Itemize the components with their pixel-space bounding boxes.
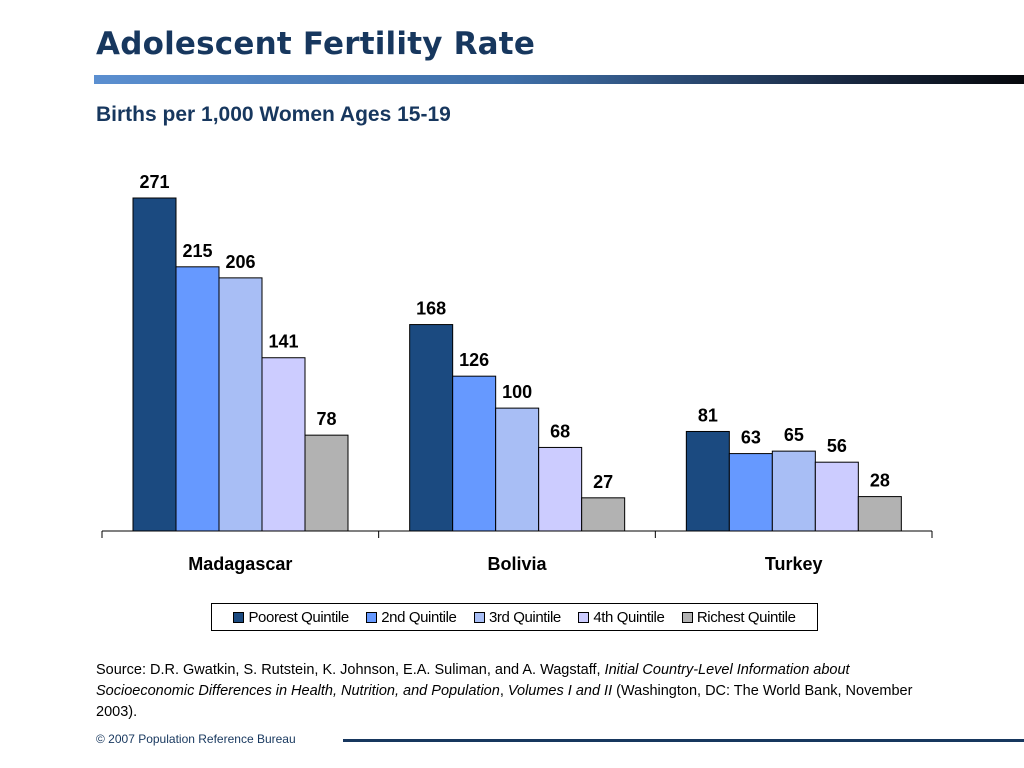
footer-divider [343, 739, 1024, 742]
legend-swatch [366, 611, 378, 623]
bar-turkey-2nd-quintile [728, 453, 773, 532]
bar-bolivia-4th-quintile [538, 446, 583, 532]
bar-turkey-poorest-quintile [685, 430, 730, 532]
legend-item-3rd-quintile: 3rd Quintile [473, 608, 561, 626]
bar-madagascar-2nd-quintile [175, 266, 220, 532]
bars-group [132, 197, 902, 532]
data-label-bolivia-poorest-quintile: 168 [416, 299, 446, 319]
source-title: Initial Country-Level Information about … [96, 662, 850, 699]
legend-label: 4th Quintile [593, 608, 665, 626]
data-label-turkey-3rd-quintile: 65 [784, 425, 804, 445]
bar-turkey-3rd-quintile [771, 450, 816, 532]
data-label-madagascar-richest-quintile: 78 [316, 409, 336, 429]
data-label-bolivia-3rd-quintile: 100 [502, 382, 532, 402]
title-divider [94, 75, 1024, 84]
data-label-turkey-4th-quintile: 56 [827, 436, 847, 456]
legend-label: Poorest Quintile [248, 608, 349, 626]
legend-item-4th-quintile: 4th Quintile [578, 608, 665, 626]
data-label-bolivia-2nd-quintile: 126 [459, 350, 489, 370]
bar-bolivia-poorest-quintile [409, 324, 454, 532]
legend-swatch [578, 611, 590, 623]
x-axis [101, 530, 933, 538]
slide-title: Adolescent Fertility Rate [96, 26, 536, 62]
legend-label: 3rd Quintile [488, 608, 561, 626]
bar-bolivia-3rd-quintile [495, 407, 540, 532]
source-suffix: (Washington, DC: The World Bank, Novembe… [96, 683, 913, 720]
source-volumes: Volumes I and II [507, 683, 613, 699]
bar-turkey-richest-quintile [857, 496, 902, 532]
data-label-turkey-2nd-quintile: 63 [741, 428, 761, 448]
legend-item-poorest-quintile: Poorest Quintile [233, 608, 349, 626]
value-labels-group: 271 215 206 141 78 168 126 100 68 27 81 63 65 56 28 [139, 172, 889, 492]
legend-label: Richest Quintile [696, 608, 796, 626]
source-citation: Source: D.R. Gwatkin, S. Rutstein, K. Jo… [96, 660, 946, 723]
category-labels-group: Madagascar Bolivia Turkey [188, 554, 822, 574]
legend-swatch [681, 611, 693, 623]
bar-madagascar-richest-quintile [304, 434, 349, 532]
bar-turkey-4th-quintile [814, 461, 859, 532]
chart-legend: Poorest Quintile 2nd Quintile 3rd Quintile… [211, 603, 818, 631]
legend-swatch [233, 611, 245, 623]
bar-madagascar-3rd-quintile [218, 277, 263, 532]
bar-bolivia-2nd-quintile [452, 375, 497, 532]
category-label-bolivia: Bolivia [487, 554, 547, 574]
legend-item-2nd-quintile: 2nd Quintile [366, 608, 457, 626]
bar-madagascar-poorest-quintile [132, 197, 177, 532]
data-label-turkey-poorest-quintile: 81 [698, 405, 718, 425]
data-label-madagascar-poorest-quintile: 271 [139, 172, 169, 192]
data-label-madagascar-4th-quintile: 141 [268, 332, 298, 352]
data-label-bolivia-4th-quintile: 68 [550, 421, 570, 441]
category-label-madagascar: Madagascar [188, 554, 292, 574]
source-prefix: Source: D.R. Gwatkin, S. Rutstein, K. Jo… [96, 662, 605, 678]
legend-swatch [473, 611, 485, 623]
bar-chart: 271 215 206 141 78 168 126 100 68 27 81 63 65 56 28 Ma… [101, 172, 933, 574]
data-label-bolivia-richest-quintile: 27 [593, 472, 613, 492]
bar-bolivia-richest-quintile [581, 497, 626, 532]
legend-item-richest-quintile: Richest Quintile [681, 608, 796, 626]
chart-subtitle: Births per 1,000 Women Ages 15-19 [96, 103, 451, 126]
source-separator: , [499, 683, 508, 699]
category-label-turkey: Turkey [765, 554, 823, 574]
data-label-turkey-richest-quintile: 28 [870, 471, 890, 491]
legend-label: 2nd Quintile [381, 608, 457, 626]
bar-madagascar-4th-quintile [261, 357, 306, 532]
data-label-madagascar-3rd-quintile: 206 [225, 252, 255, 272]
data-label-madagascar-2nd-quintile: 215 [182, 241, 212, 261]
footer-credit: © 2007 Population Reference Bureau [96, 732, 296, 746]
